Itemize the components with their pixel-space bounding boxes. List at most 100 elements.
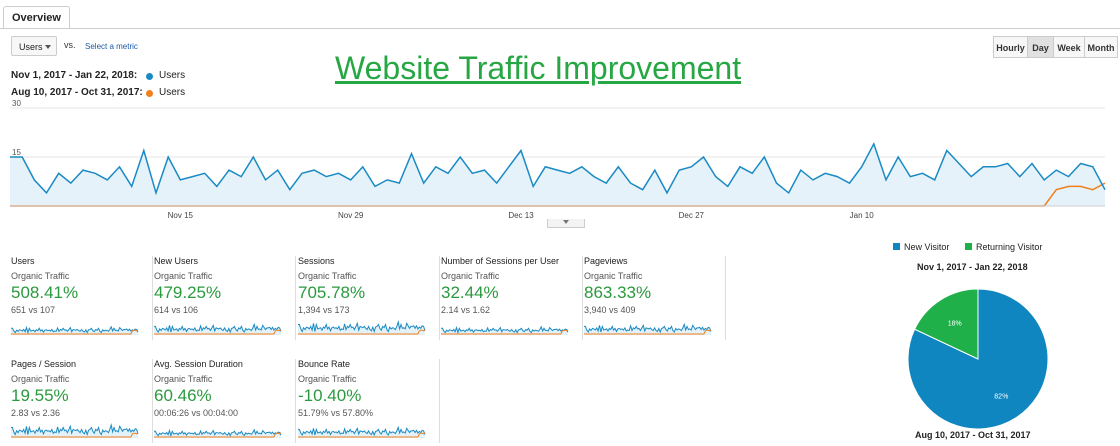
metric-sparkline (154, 428, 282, 438)
metric-percent: 19.55% (11, 386, 69, 405)
pie-slice-label: 18% (948, 320, 962, 327)
chevron-down-icon (45, 45, 51, 49)
metric-card[interactable]: New Users Organic Traffic 479.25% 614 vs 10… (154, 256, 296, 340)
metric-compare: 00:06:26 vs 00:04:00 (154, 408, 239, 418)
metric-compare: 1,394 vs 173 (298, 305, 350, 315)
sparkline-area (154, 429, 281, 438)
vs-label: vs. (64, 40, 76, 50)
metric-card[interactable]: Users Organic Traffic 508.41% 651 vs 107 (11, 256, 153, 340)
y-tick-label: 15 (12, 148, 21, 157)
metric-segment: Organic Traffic (298, 374, 357, 384)
metric-select[interactable]: Users (11, 36, 57, 56)
metric-compare: 2.83 vs 2.36 (11, 408, 61, 418)
sparkline-previous-line (584, 329, 712, 335)
sparkline-current-line (298, 425, 426, 437)
overlay-title: Website Traffic Improvement (335, 50, 742, 86)
sparkline-area (11, 326, 138, 335)
current-series-label: Users (159, 70, 186, 81)
metric-card[interactable]: Bounce Rate Organic Traffic -10.40% 51.79% … (298, 359, 440, 443)
metric-percent: 32.44% (441, 283, 499, 302)
metric-select-value: Users (19, 42, 43, 52)
metric-name: Pageviews (584, 256, 628, 266)
metric-compare: 651 vs 107 (11, 305, 56, 315)
sparkline-previous-line (11, 432, 139, 438)
metric-sparkline (298, 320, 426, 335)
metric-segment: Organic Traffic (298, 271, 357, 281)
sparkline-current-line (298, 320, 426, 334)
metric-sparkline (154, 322, 282, 335)
sparkline-current-line (154, 428, 282, 438)
current-range-label: Nov 1, 2017 - Jan 22, 2018: (11, 70, 138, 81)
sparkline-previous-line (298, 329, 426, 335)
pie-slice-label: 82% (994, 394, 1008, 401)
metric-sparkline (11, 325, 139, 335)
metric-card[interactable]: Avg. Session Duration Organic Traffic 60.4… (154, 359, 296, 443)
metric-name: Avg. Session Duration (154, 359, 243, 369)
sparkline-current-line (11, 423, 139, 437)
metric-segment: Organic Traffic (441, 271, 500, 281)
metric-compare: 3,940 vs 409 (584, 305, 636, 315)
visitor-pie-chart: 82% 18% (907, 288, 1049, 430)
sparkline-previous-line (298, 432, 426, 438)
metric-sparkline (298, 425, 426, 438)
sparkline-area (441, 326, 568, 335)
metric-percent: 479.25% (154, 283, 222, 302)
sparkline-previous-line (441, 329, 569, 335)
sparkline-area (11, 425, 138, 438)
sparkline-area (298, 322, 425, 335)
previous-series-label: Users (159, 87, 186, 98)
metric-segment: Organic Traffic (11, 374, 70, 384)
granularity-week-button[interactable]: Week (1053, 36, 1085, 58)
x-tick-label: Nov 29 (338, 211, 364, 220)
chart-collapse-handle[interactable] (547, 219, 585, 228)
previous-range-label: Aug 10, 2017 - Oct 31, 2017: (11, 87, 143, 98)
returning-visitor-legend-icon (965, 243, 972, 250)
sparkline-current-line (11, 325, 139, 335)
metric-compare: 2.14 vs 1.62 (441, 305, 491, 315)
sparkline-area (154, 324, 281, 335)
metric-compare: 614 vs 106 (154, 305, 199, 315)
previous-series-dot-icon (146, 90, 153, 97)
metric-sparkline (441, 325, 569, 335)
metric-percent: 863.33% (584, 283, 652, 302)
select-metric-link[interactable]: Select a metric (85, 42, 138, 51)
tab-overview[interactable]: Overview (3, 6, 70, 29)
metric-segment: Organic Traffic (11, 271, 70, 281)
metric-segment: Organic Traffic (154, 271, 213, 281)
sparkline-area (584, 324, 711, 335)
x-tick-label: Jan 10 (850, 211, 875, 220)
metric-segment: Organic Traffic (154, 374, 213, 384)
metric-name: Bounce Rate (298, 359, 351, 369)
sparkline-previous-line (11, 329, 139, 335)
metric-card[interactable]: Number of Sessions per User Organic Traff… (441, 256, 583, 340)
granularity-day-button[interactable]: Day (1027, 36, 1054, 58)
granularity-month-button[interactable]: Month (1084, 36, 1118, 58)
metric-name: New Users (154, 256, 199, 266)
metric-percent: -10.40% (298, 386, 362, 405)
x-tick-label: Nov 15 (168, 211, 194, 220)
metric-percent: 508.41% (11, 283, 79, 302)
pie-slice (913, 288, 979, 360)
metric-compare: 51.79% vs 57.80% (298, 408, 374, 418)
metric-name: Pages / Session (11, 359, 77, 369)
x-tick-label: Dec 27 (679, 211, 705, 220)
metric-percent: 705.78% (298, 283, 366, 302)
tab-divider (0, 28, 1120, 29)
current-series-area (10, 143, 1105, 206)
metric-card[interactable]: Pages / Session Organic Traffic 19.55% 2.83… (11, 359, 153, 443)
metric-card[interactable]: Pageviews Organic Traffic 863.33% 3,940 vs … (584, 256, 726, 340)
granularity-hourly-button[interactable]: Hourly (993, 36, 1028, 58)
metric-card[interactable]: Sessions Organic Traffic 705.78% 1,394 vs 1… (298, 256, 440, 340)
sparkline-previous-line (154, 329, 282, 335)
sparkline-current-line (154, 322, 282, 334)
metric-name: Number of Sessions per User (441, 256, 560, 266)
metric-name: Sessions (298, 256, 335, 266)
y-tick-label: 30 (12, 100, 21, 108)
current-series-dot-icon (146, 73, 153, 80)
metric-percent: 60.46% (154, 386, 212, 405)
metric-sparkline (11, 423, 139, 438)
traffic-line-chart: 30 15 Nov 15 Nov 29 Dec 13 Dec 27 Jan 10 (10, 100, 1106, 220)
current-series-line (10, 142, 1106, 196)
new-visitor-legend-icon (893, 243, 900, 250)
sparkline-previous-line (154, 432, 282, 438)
